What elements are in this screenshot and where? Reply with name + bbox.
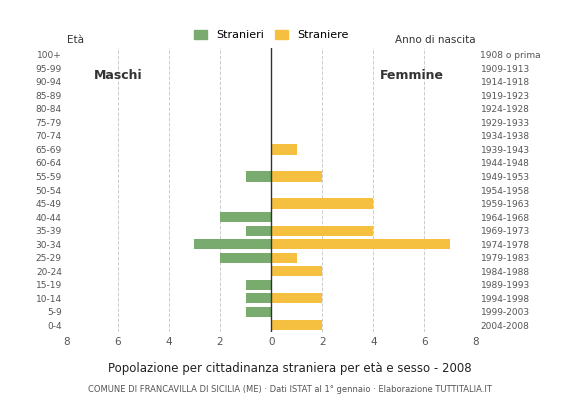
Text: Femmine: Femmine	[380, 68, 444, 82]
Bar	[245, 280, 271, 290]
Bar	[271, 320, 322, 330]
Text: Anno di nascita: Anno di nascita	[395, 35, 476, 45]
Bar	[220, 212, 271, 222]
Bar	[245, 226, 271, 236]
Text: Popolazione per cittadinanza straniera per età e sesso - 2008: Popolazione per cittadinanza straniera p…	[108, 362, 472, 375]
Bar	[271, 144, 297, 154]
Bar	[271, 266, 322, 276]
Bar	[245, 172, 271, 182]
Bar	[271, 226, 374, 236]
Bar	[271, 293, 322, 303]
Bar	[245, 307, 271, 317]
Text: Maschi: Maschi	[93, 68, 142, 82]
Text: Età: Età	[67, 35, 84, 45]
Bar	[271, 252, 297, 263]
Bar	[271, 172, 322, 182]
Legend: Stranieri, Straniere: Stranieri, Straniere	[189, 25, 353, 44]
Text: COMUNE DI FRANCAVILLA DI SICILIA (ME) · Dati ISTAT al 1° gennaio · Elaborazione : COMUNE DI FRANCAVILLA DI SICILIA (ME) · …	[88, 385, 492, 394]
Bar	[220, 252, 271, 263]
Bar	[245, 293, 271, 303]
Bar	[271, 198, 374, 208]
Bar	[271, 239, 450, 249]
Bar	[194, 239, 271, 249]
